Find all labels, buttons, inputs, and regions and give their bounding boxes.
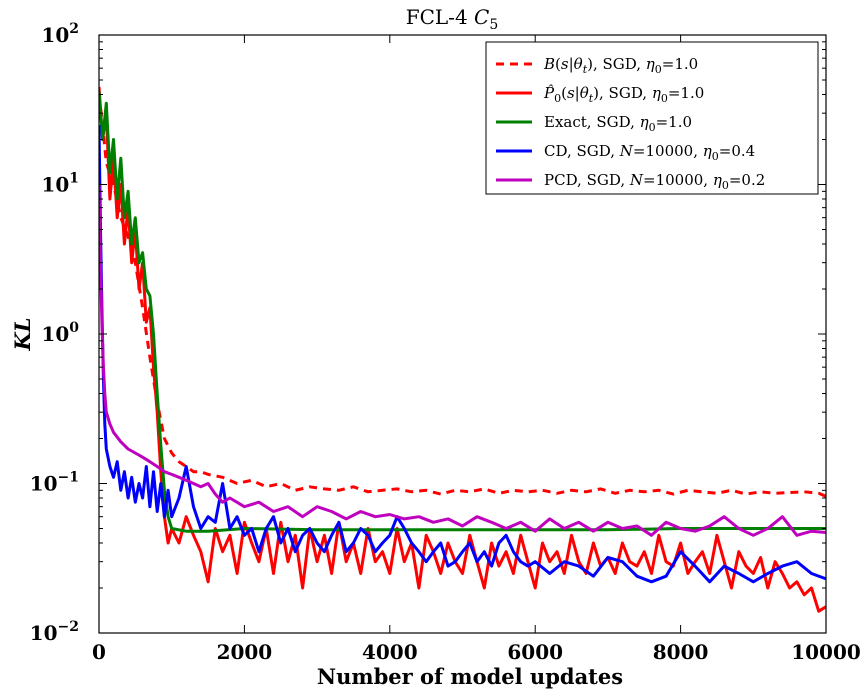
series-line-4: [99, 124, 826, 584]
y-tick-label: 102: [41, 21, 79, 47]
series-line-5: [99, 184, 826, 537]
x-tick-label: 10000: [791, 640, 861, 664]
y-tick-label: 10−2: [30, 619, 79, 645]
legend-box: [485, 41, 819, 195]
legend-label-2: P̂0(s|θt), SGD, η0=1.0: [543, 84, 704, 105]
series-layer: [99, 86, 826, 613]
ticks-layer: 0 2000 4000 6000 8000 10000 10−2 10−1 100 101 102: [30, 21, 861, 664]
x-tick-label: 4000: [362, 640, 418, 664]
x-tick-label: 2000: [217, 640, 273, 664]
y-tick-label: 10−1: [30, 470, 79, 496]
plot-frame: [98, 34, 827, 634]
legend-label-3: Exact, SGD, η0=1.0: [544, 113, 692, 134]
legend-label-1: B(s|θt), SGD, η0=1.0: [543, 55, 698, 76]
x-tick-label: 8000: [653, 640, 709, 664]
legend: B(s|θt), SGD, η0=1.0 P̂0(s|θt), SGD, η0=1…: [485, 41, 819, 195]
legend-label-4: CD, SGD, N=10000, η0=0.4: [544, 142, 755, 163]
y-tick-label: 100: [41, 320, 79, 346]
x-tick-label: 0: [92, 640, 106, 664]
series-line-3: [99, 91, 826, 533]
y-axis-label-text: KL: [10, 317, 35, 351]
y-axis-label: KL: [10, 317, 35, 351]
chart-title: FCL-4 C5: [406, 5, 499, 33]
x-axis-label: Number of model updates: [317, 664, 623, 689]
x-tick-label: 6000: [507, 640, 563, 664]
y-tick-label: 101: [41, 171, 79, 197]
legend-label-5: PCD, SGD, N=10000, η0=0.2: [544, 171, 765, 192]
